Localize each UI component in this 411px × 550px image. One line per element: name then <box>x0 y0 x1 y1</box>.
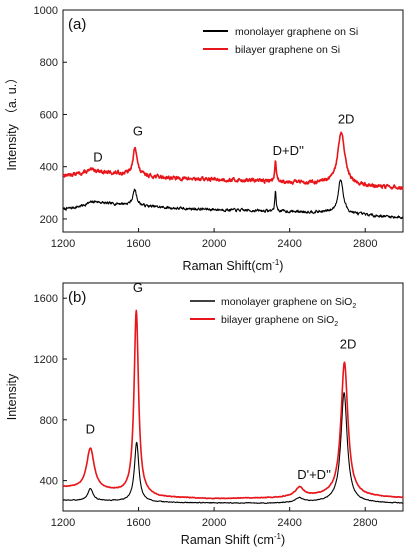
panel-b-series-line-0 <box>62 392 404 504</box>
panel-b-peak-label-1: G <box>133 280 143 295</box>
panel-b-ytick-label-0: 400 <box>40 476 58 488</box>
panel-b-xlabel-main: Raman Shift (cm <box>181 533 274 547</box>
legend-b-label-mono: monolayer graphene on SiO2 <box>221 296 356 310</box>
panel-b-xlabel: Raman Shift (cm-1) <box>181 532 285 547</box>
panel-a-label: (a) <box>68 16 86 33</box>
panel-a-xtick-label-2: 2000 <box>202 238 226 250</box>
panel-a-xlabel-close: ) <box>279 259 283 273</box>
legend-a-label-mono: monolayer graphene on Si <box>235 26 358 38</box>
panel-a-frame <box>62 9 404 233</box>
legend-b-label-bi: bilayer graphene on SiO2 <box>221 314 338 328</box>
panel-b-label: (b) <box>68 289 86 306</box>
panel-b-xlabel-close: ) <box>281 533 285 547</box>
panel-b-legend: monolayer graphene on SiO2 bilayer graph… <box>190 296 356 328</box>
panel-a-xlabel-sup: -1 <box>272 258 280 267</box>
legend-b-label-bi-sub: 2 <box>334 321 338 328</box>
panel-a-xtick-label-4: 2800 <box>353 238 377 250</box>
panel-a-xtick-label-3: 2400 <box>277 238 301 250</box>
legend-b-label-mono-main: monolayer graphene on SiO <box>221 296 352 308</box>
panel-b-xtick-label-3: 2400 <box>277 517 301 529</box>
panel-a-ytick-label-1: 400 <box>40 162 58 174</box>
panel-a-annotations: D G D+D'' 2D <box>93 112 354 165</box>
panel-b-xtick-label-0: 1200 <box>51 517 75 529</box>
panel-a-series <box>62 131 404 220</box>
panel-b-peak-label-2: D'+D'' <box>297 467 331 482</box>
panel-b-series-line-1 <box>62 309 404 500</box>
panel-a-ytick-label-4: 1000 <box>34 5 58 17</box>
panel-b-peak-label-3: 2D <box>340 336 357 351</box>
panel-a-peak-label-1: G <box>133 123 143 138</box>
panel-a-ytick-label-0: 200 <box>40 214 58 226</box>
panel-b-ytick-label-2: 1200 <box>34 354 58 366</box>
panel-b-frame <box>62 282 404 512</box>
panel-a-legend: monolayer graphene on Si bilayer graphen… <box>203 26 358 56</box>
legend-a-label-bi: bilayer graphene on Si <box>235 44 340 56</box>
panel-a-xtick-label-0: 1200 <box>51 238 75 250</box>
panel-a-xlabel: Raman Shift(cm-1) <box>183 258 284 273</box>
panel-a-xlabel-main: Raman Shift(cm <box>183 259 273 273</box>
panel-a-peak-label-2: D+D'' <box>273 143 304 158</box>
panel-b-ytick-label-1: 800 <box>40 415 58 427</box>
panel-a-ytick-label-2: 600 <box>40 109 58 121</box>
legend-b-label-mono-sub: 2 <box>352 303 356 310</box>
panel-a-xtick-label-1: 1600 <box>126 238 150 250</box>
panel-a-series-line-1 <box>62 131 404 191</box>
panel-b-series <box>62 309 404 504</box>
panel-b-xtick-label-1: 1600 <box>126 517 150 529</box>
panel-b-annotations: D G D'+D'' 2D <box>86 280 357 482</box>
panel-a-peak-label-0: D <box>93 149 102 164</box>
panel-a-series-line-0 <box>62 179 404 220</box>
panel-a-ylabel: Intensity （a. u.） <box>5 71 19 170</box>
panel-b-peak-label-0: D <box>86 421 95 436</box>
panel-b-chart: 1200 1600 2000 2400 2800 400 800 1200 1600 D G D'+… <box>5 280 404 547</box>
panel-b-xlabel-sup: -1 <box>274 532 282 541</box>
panel-a-ytick-label-3: 800 <box>40 57 58 69</box>
panel-b-ticks: 1200 1600 2000 2400 2800 400 800 1200 1600 <box>34 293 378 529</box>
panel-b-xtick-label-2: 2000 <box>202 517 226 529</box>
panel-a-peak-label-3: 2D <box>338 112 355 127</box>
panel-b-xtick-label-4: 2800 <box>353 517 377 529</box>
panel-b-ylabel: Intensity <box>5 373 19 420</box>
panel-b-ytick-label-3: 1600 <box>34 293 58 305</box>
panel-a-ticks: 1200 1600 2000 2400 2800 200 400 600 800 1000 <box>34 5 378 250</box>
legend-b-label-bi-main: bilayer graphene on SiO <box>221 314 334 326</box>
